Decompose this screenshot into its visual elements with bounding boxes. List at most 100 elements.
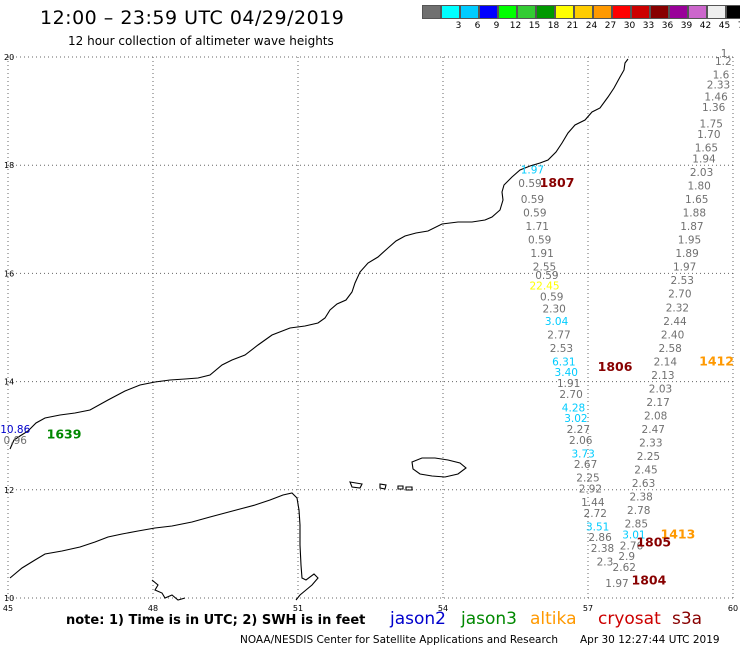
islet-1 <box>349 481 363 489</box>
islet-2 <box>379 483 387 490</box>
wave-height-label: 2.53 <box>671 275 694 287</box>
wave-height-label: 1.80 <box>687 181 710 193</box>
wave-height-label: 2.30 <box>542 303 565 315</box>
wave-height-label: 2.70 <box>559 389 582 401</box>
wave-height-label: 2.3 <box>597 557 614 569</box>
note-text: note: 1) Time is in UTC; 2) SWH is in fe… <box>66 613 366 628</box>
wave-height-label: 2.25 <box>576 473 599 485</box>
wave-height-label: 3.02 <box>564 413 587 425</box>
lon-tick-label: 45 <box>3 604 13 613</box>
scale-label: 21 <box>566 21 579 31</box>
wave-height-label: 1.95 <box>678 235 701 247</box>
wave-height-label: 2.33 <box>639 438 662 450</box>
scale-label: 15 <box>528 21 541 31</box>
wave-height-label: 2.27 <box>567 424 590 436</box>
wave-height-label: 3.01 <box>622 529 645 541</box>
scale-swatch <box>688 5 707 19</box>
scale-label: 70 <box>734 21 740 31</box>
lat-tick-label: 10 <box>4 594 14 603</box>
scale-label: 39 <box>680 21 693 31</box>
arabian-coastline <box>9 58 629 450</box>
wave-height-label: 1.44 <box>581 497 605 509</box>
scale-swatch <box>536 5 555 19</box>
page-subtitle: 12 hour collection of altimeter wave hei… <box>68 34 334 48</box>
wave-height-label: 0.59 <box>528 235 551 247</box>
wave-height-label: 1.91 <box>557 378 580 390</box>
lon-tick-label: 48 <box>148 604 158 613</box>
wave-height-label: 2.13 <box>651 370 674 382</box>
scale-label: 42 <box>699 21 712 31</box>
wave-height-label: 1.46 <box>704 91 728 103</box>
pass-id-label: 1807 <box>540 175 575 190</box>
wave-height-label: 1.6 <box>713 70 730 82</box>
wave-height-label: 2.76 <box>620 540 644 552</box>
wave-height-observations: 1.1.21.62.331.461.361.751.701.651.942.03… <box>0 48 731 590</box>
scale-swatch <box>593 5 612 19</box>
islet-3 <box>397 485 404 490</box>
wave-height-label: 3.73 <box>571 448 594 460</box>
wave-height-label: 6.31 <box>552 356 575 368</box>
scale-swatch <box>555 5 574 19</box>
wave-height-label: 2.86 <box>588 532 612 544</box>
scale-swatch <box>669 5 688 19</box>
wave-height-label: 2.67 <box>574 459 597 471</box>
wave-height-label: 2.14 <box>654 356 678 368</box>
lon-tick-label: 54 <box>438 604 448 613</box>
credit-text: NOAA/NESDIS Center for Satellite Applica… <box>240 634 558 646</box>
wave-height-label: 1.88 <box>683 208 706 220</box>
wave-height-label: 2.38 <box>591 543 614 555</box>
socotra-island <box>411 457 467 478</box>
wave-height-label: 0.59 <box>535 270 558 282</box>
scale-swatch <box>726 5 740 19</box>
pass-id-label: 1412 <box>699 353 734 368</box>
wave-height-label: 0.59 <box>518 178 541 190</box>
wave-height-label: 3.04 <box>545 316 569 328</box>
scale-label: 45 <box>718 21 731 31</box>
lat-tick-label: 18 <box>4 161 14 170</box>
wave-height-label: 2.58 <box>658 343 681 355</box>
lat-tick-label: 20 <box>4 53 14 62</box>
scale-swatch <box>707 5 726 19</box>
wave-height-label: 2.03 <box>649 383 672 395</box>
legend-jason2: jason2 <box>390 609 446 629</box>
wave-height-label: 1.87 <box>680 221 703 233</box>
wave-height-label: 2.33 <box>707 79 730 91</box>
wave-height-label: 1.36 <box>702 102 726 114</box>
scale-swatch <box>498 5 517 19</box>
wave-height-label: 2.38 <box>629 492 652 504</box>
wave-height-label: 2.55 <box>533 262 556 274</box>
graticule <box>7 56 734 599</box>
scale-swatch <box>460 5 479 19</box>
wave-height-label: 2.9 <box>618 551 635 563</box>
wave-height-label: 2.53 <box>550 343 573 355</box>
scale-swatch <box>612 5 631 19</box>
islet-4 <box>405 486 413 491</box>
wave-height-label: 2.06 <box>569 435 593 447</box>
wave-height-label: 2.47 <box>642 424 665 436</box>
axis-ticks: 45 48 51 54 57 60 10 12 14 16 18 20 <box>3 53 738 613</box>
scale-label: 24 <box>585 21 598 31</box>
wave-height-label: 2.32 <box>666 302 689 314</box>
wave-height-label: 2.40 <box>661 329 684 341</box>
coast-fragment <box>151 579 186 601</box>
pass-id-label: 1806 <box>598 359 633 374</box>
scale-label: 3 <box>455 21 462 31</box>
wave-height-label: 22.45 <box>529 281 559 293</box>
wave-height-label: 1.94 <box>692 153 716 165</box>
wave-height-label: 2.17 <box>646 397 669 409</box>
lon-tick-label: 51 <box>293 604 303 613</box>
scale-label: 30 <box>623 21 636 31</box>
scale-label: 18 <box>547 21 560 31</box>
wave-height-label: 4.28 <box>562 402 585 414</box>
wave-height-label: 1. <box>721 48 731 60</box>
scale-swatch <box>650 5 669 19</box>
wave-height-label: 1.89 <box>675 248 698 260</box>
legend-jason3: jason3 <box>461 609 517 629</box>
wave-height-label: 1.91 <box>530 248 553 260</box>
pass-id-label: 1413 <box>661 526 696 541</box>
wave-height-label: 1.65 <box>685 194 708 206</box>
lon-tick-label: 57 <box>583 604 593 613</box>
wave-height-label: 2.25 <box>637 451 660 463</box>
wave-height-label: 10.86 <box>0 424 30 436</box>
